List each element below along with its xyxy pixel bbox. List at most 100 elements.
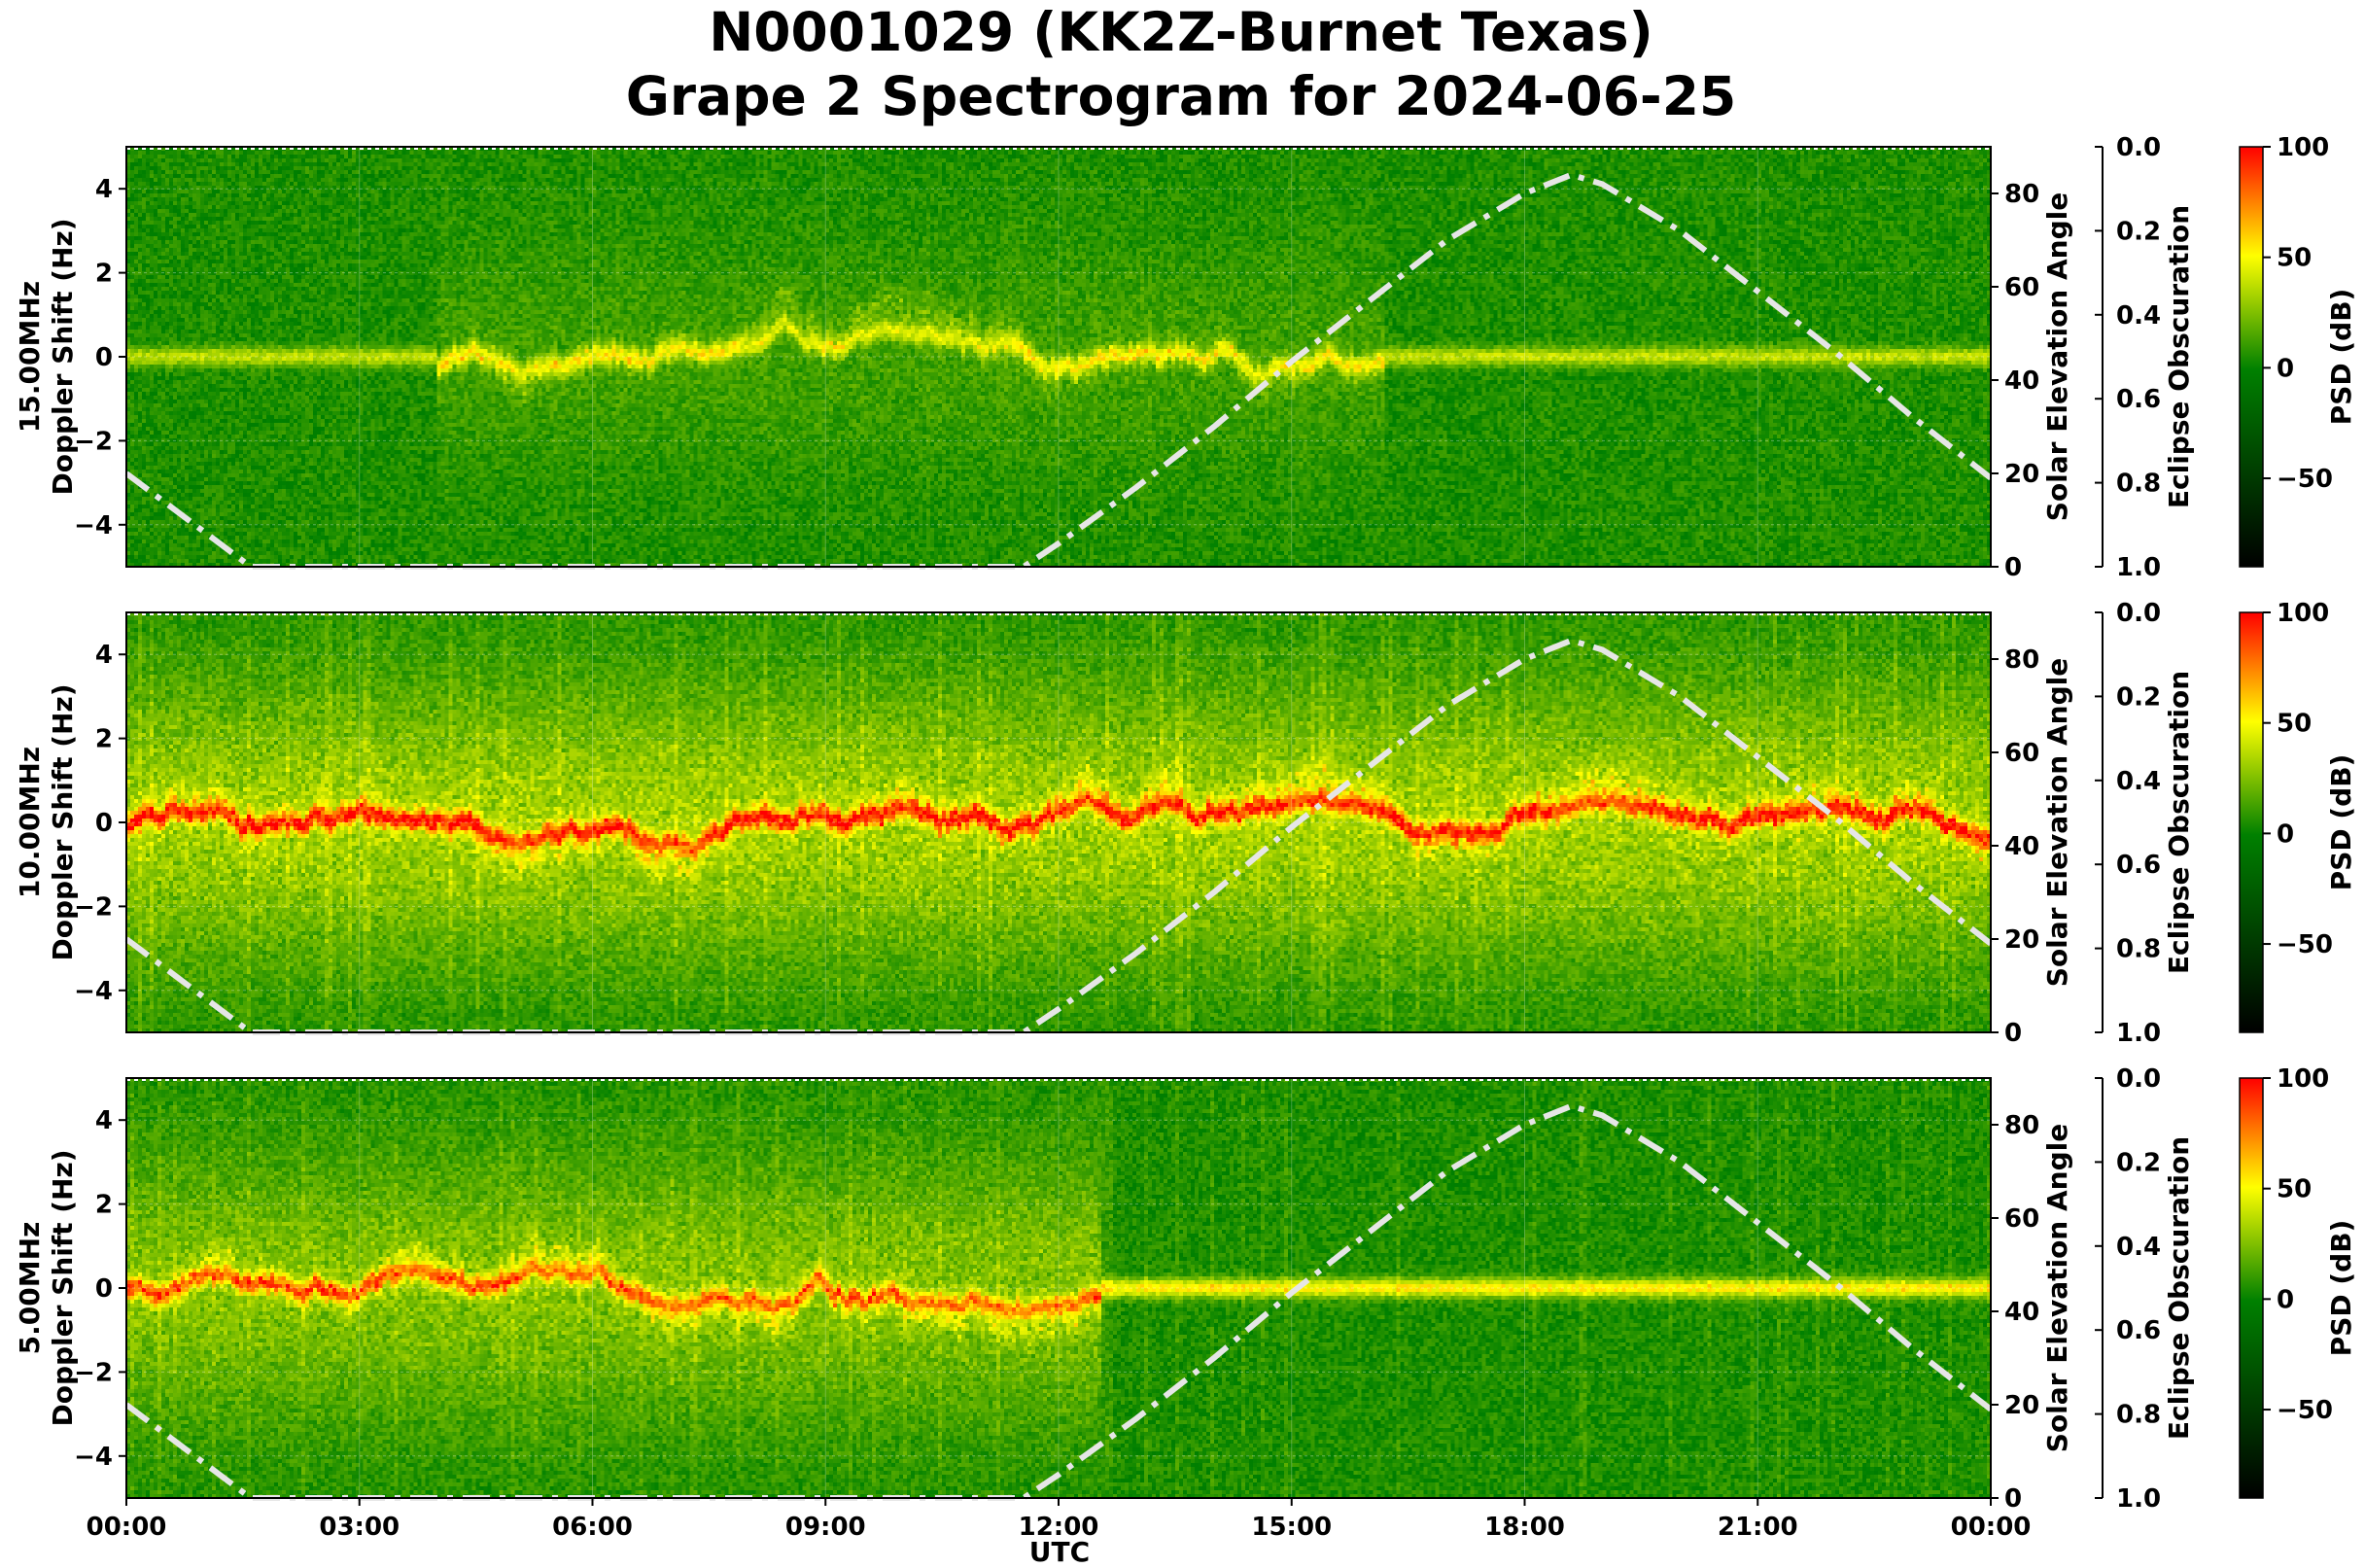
solar-tick-label: 60 bbox=[2004, 273, 2039, 302]
spectrogram-heatmap bbox=[126, 612, 1991, 1032]
x-tick-label: 15:00 bbox=[1251, 1513, 1332, 1542]
eclipse-tick-label: 0.8 bbox=[2116, 935, 2161, 964]
solar-tick-label: 0 bbox=[2004, 553, 2022, 582]
y-tick-label: 2 bbox=[95, 260, 113, 289]
spectrogram-heatmap bbox=[126, 147, 1991, 567]
y-tick-label: 4 bbox=[95, 1106, 113, 1135]
x-tick-label: 09:00 bbox=[785, 1513, 866, 1542]
eclipse-tick-label: 0.4 bbox=[2116, 1233, 2161, 1262]
solar-tick-label: 60 bbox=[2004, 1204, 2039, 1234]
x-tick-label: 00:00 bbox=[1951, 1513, 2032, 1542]
y-tick-label: −4 bbox=[74, 1443, 113, 1472]
y-tick-label: 0 bbox=[95, 1274, 113, 1304]
colorbar-tick-label: 50 bbox=[2277, 244, 2312, 273]
y-tick-label: −2 bbox=[74, 1358, 113, 1387]
colorbar-tick-label: 100 bbox=[2277, 1064, 2329, 1094]
psd-colorbar-label: PSD (dB) bbox=[2325, 1220, 2357, 1357]
colorbar-tick-label: −50 bbox=[2277, 1396, 2333, 1425]
solar-tick-label: 60 bbox=[2004, 739, 2039, 768]
panel-10.00MHz: 420−2−410.00MHz Doppler Shift (Hz)8060402… bbox=[14, 599, 2357, 1048]
y-tick-label: −4 bbox=[74, 511, 113, 540]
eclipse-tick-label: 0.0 bbox=[2116, 133, 2161, 162]
colorbar-tick-label: 0 bbox=[2277, 1285, 2294, 1314]
solar-tick-label: 80 bbox=[2004, 1111, 2039, 1140]
eclipse-tick-label: 0.6 bbox=[2116, 851, 2161, 880]
eclipse-obscuration-label: Eclipse Obscuration bbox=[2163, 671, 2195, 974]
solar-tick-label: 40 bbox=[2004, 366, 2039, 396]
eclipse-tick-label: 0.2 bbox=[2116, 217, 2161, 246]
y-tick-label: 2 bbox=[95, 725, 113, 754]
solar-elevation-curve bbox=[124, 637, 1993, 1035]
eclipse-obscuration-label: Eclipse Obscuration bbox=[2163, 1136, 2195, 1440]
eclipse-tick-label: 1.0 bbox=[2116, 1019, 2161, 1048]
panel-5.00MHz: 420−2−45.00MHz Doppler Shift (Hz)80604020… bbox=[14, 1064, 2357, 1514]
psd-colorbar bbox=[2239, 1077, 2264, 1499]
eclipse-tick-label: 0.8 bbox=[2116, 470, 2161, 499]
doppler-axis-label: Doppler Shift (Hz) bbox=[47, 1149, 79, 1426]
doppler-axis-label: Doppler Shift (Hz) bbox=[47, 218, 79, 495]
y-tick-label: 0 bbox=[95, 343, 113, 372]
eclipse-tick-label: 0.4 bbox=[2116, 767, 2161, 796]
x-tick-label: 21:00 bbox=[1718, 1513, 1798, 1542]
x-tick-label: 03:00 bbox=[319, 1513, 400, 1542]
panel-15.00MHz: 420−2−415.00MHz Doppler Shift (Hz)8060402… bbox=[14, 133, 2357, 582]
eclipse-tick-label: 0.2 bbox=[2116, 682, 2161, 712]
y-tick-label: 4 bbox=[95, 641, 113, 670]
solar-tick-label: 40 bbox=[2004, 1298, 2039, 1327]
x-tick-label: 12:00 bbox=[1019, 1513, 1099, 1542]
y-tick-label: 0 bbox=[95, 809, 113, 838]
solar-elevation-label: Solar Elevation Angle bbox=[2041, 1124, 2073, 1452]
colorbar-tick-label: 100 bbox=[2277, 133, 2329, 162]
figure-title-line1: N0001029 (KK2Z-Burnet Texas) bbox=[709, 1, 1653, 63]
panel-frequency-label: 10.00MHz bbox=[14, 747, 46, 898]
x-tick-label: 06:00 bbox=[552, 1513, 633, 1542]
solar-tick-label: 40 bbox=[2004, 832, 2039, 861]
eclipse-tick-label: 0.6 bbox=[2116, 1316, 2161, 1345]
spectrogram-panels: 420−2−415.00MHz Doppler Shift (Hz)8060402… bbox=[14, 133, 2357, 1514]
y-tick-label: −2 bbox=[74, 427, 113, 456]
solar-tick-label: 0 bbox=[2004, 1484, 2022, 1514]
solar-tick-label: 20 bbox=[2004, 1391, 2039, 1420]
solar-tick-label: 0 bbox=[2004, 1019, 2022, 1048]
eclipse-obscuration-label: Eclipse Obscuration bbox=[2163, 205, 2195, 508]
y-tick-label: 2 bbox=[95, 1191, 113, 1220]
doppler-axis-label: Doppler Shift (Hz) bbox=[47, 683, 79, 960]
colorbar-tick-label: 0 bbox=[2277, 819, 2294, 849]
psd-colorbar bbox=[2239, 611, 2264, 1033]
panel-frequency-label: 15.00MHz bbox=[14, 281, 46, 433]
spectrogram-heatmap bbox=[126, 1078, 1991, 1498]
solar-elevation-curve bbox=[124, 171, 1993, 570]
solar-tick-label: 80 bbox=[2004, 180, 2039, 209]
colorbar-tick-label: 50 bbox=[2277, 710, 2312, 739]
eclipse-tick-label: 0.4 bbox=[2116, 301, 2161, 331]
eclipse-tick-label: 0.0 bbox=[2116, 1064, 2161, 1094]
eclipse-tick-label: 0.0 bbox=[2116, 599, 2161, 628]
psd-colorbar-label: PSD (dB) bbox=[2325, 289, 2357, 426]
colorbar-tick-label: −50 bbox=[2277, 930, 2333, 959]
utc-x-axis: UTC 00:00 03:00 06:00 09:00 12:00 15:00 18:00 2… bbox=[87, 1498, 2032, 1568]
panel-frequency-label: 5.00MHz bbox=[14, 1222, 46, 1355]
x-axis-label: UTC bbox=[1029, 1536, 1090, 1568]
eclipse-tick-label: 1.0 bbox=[2116, 553, 2161, 582]
eclipse-tick-label: 0.2 bbox=[2116, 1148, 2161, 1177]
figure-title-line2: Grape 2 Spectrogram for 2024-06-25 bbox=[626, 65, 1737, 127]
x-tick-label: 18:00 bbox=[1484, 1513, 1565, 1542]
psd-colorbar bbox=[2239, 146, 2264, 568]
solar-elevation-curve bbox=[124, 1102, 1993, 1501]
colorbar-tick-label: −50 bbox=[2277, 465, 2333, 494]
colorbar-tick-label: 50 bbox=[2277, 1175, 2312, 1204]
solar-tick-label: 20 bbox=[2004, 460, 2039, 489]
x-tick-label: 00:00 bbox=[87, 1513, 167, 1542]
solar-elevation-label: Solar Elevation Angle bbox=[2041, 658, 2073, 987]
solar-elevation-label: Solar Elevation Angle bbox=[2041, 192, 2073, 521]
colorbar-tick-label: 100 bbox=[2277, 599, 2329, 628]
y-tick-label: −4 bbox=[74, 977, 113, 1006]
eclipse-tick-label: 0.8 bbox=[2116, 1401, 2161, 1430]
eclipse-tick-label: 0.6 bbox=[2116, 385, 2161, 414]
solar-tick-label: 20 bbox=[2004, 925, 2039, 955]
eclipse-tick-label: 1.0 bbox=[2116, 1484, 2161, 1514]
solar-tick-label: 80 bbox=[2004, 645, 2039, 675]
y-tick-label: 4 bbox=[95, 175, 113, 204]
colorbar-tick-label: 0 bbox=[2277, 354, 2294, 383]
